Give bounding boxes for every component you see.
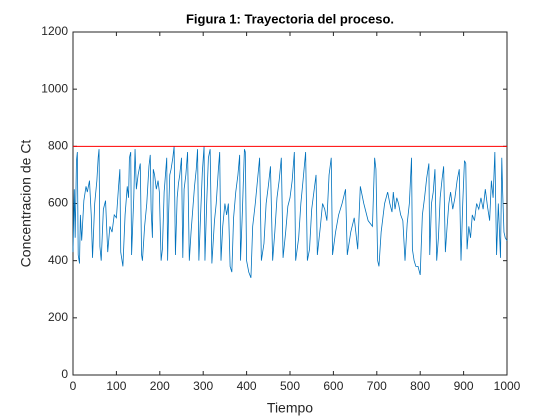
x-tick-label: 700 [367,379,387,393]
x-tick-label: 600 [323,379,343,393]
y-tick-label: 1200 [41,24,68,38]
y-tick-label: 800 [48,139,68,153]
data-line [72,146,508,278]
y-axis-label: Concentracion de Ct [18,140,34,268]
x-tick-label: 100 [106,379,126,393]
y-tick-label: 200 [48,310,68,324]
chart-title: Figura 1: Trayectoria del proceso. [186,11,394,26]
plot-area [72,31,508,376]
y-tick-label: 600 [48,196,68,210]
x-tick-label: 900 [454,379,474,393]
x-tick-label: 0 [70,379,77,393]
y-tick-label: 1000 [41,81,68,95]
x-tick-label: 300 [193,379,213,393]
x-tick-label: 400 [237,379,257,393]
x-tick-label: 1000 [494,379,521,393]
y-tick-label: 0 [61,367,68,381]
x-tick-label: 500 [280,379,300,393]
y-tick-label: 400 [48,253,68,267]
x-tick-label: 800 [410,379,430,393]
x-tick-label: 200 [150,379,170,393]
x-axis-label: Tiempo [267,400,313,416]
